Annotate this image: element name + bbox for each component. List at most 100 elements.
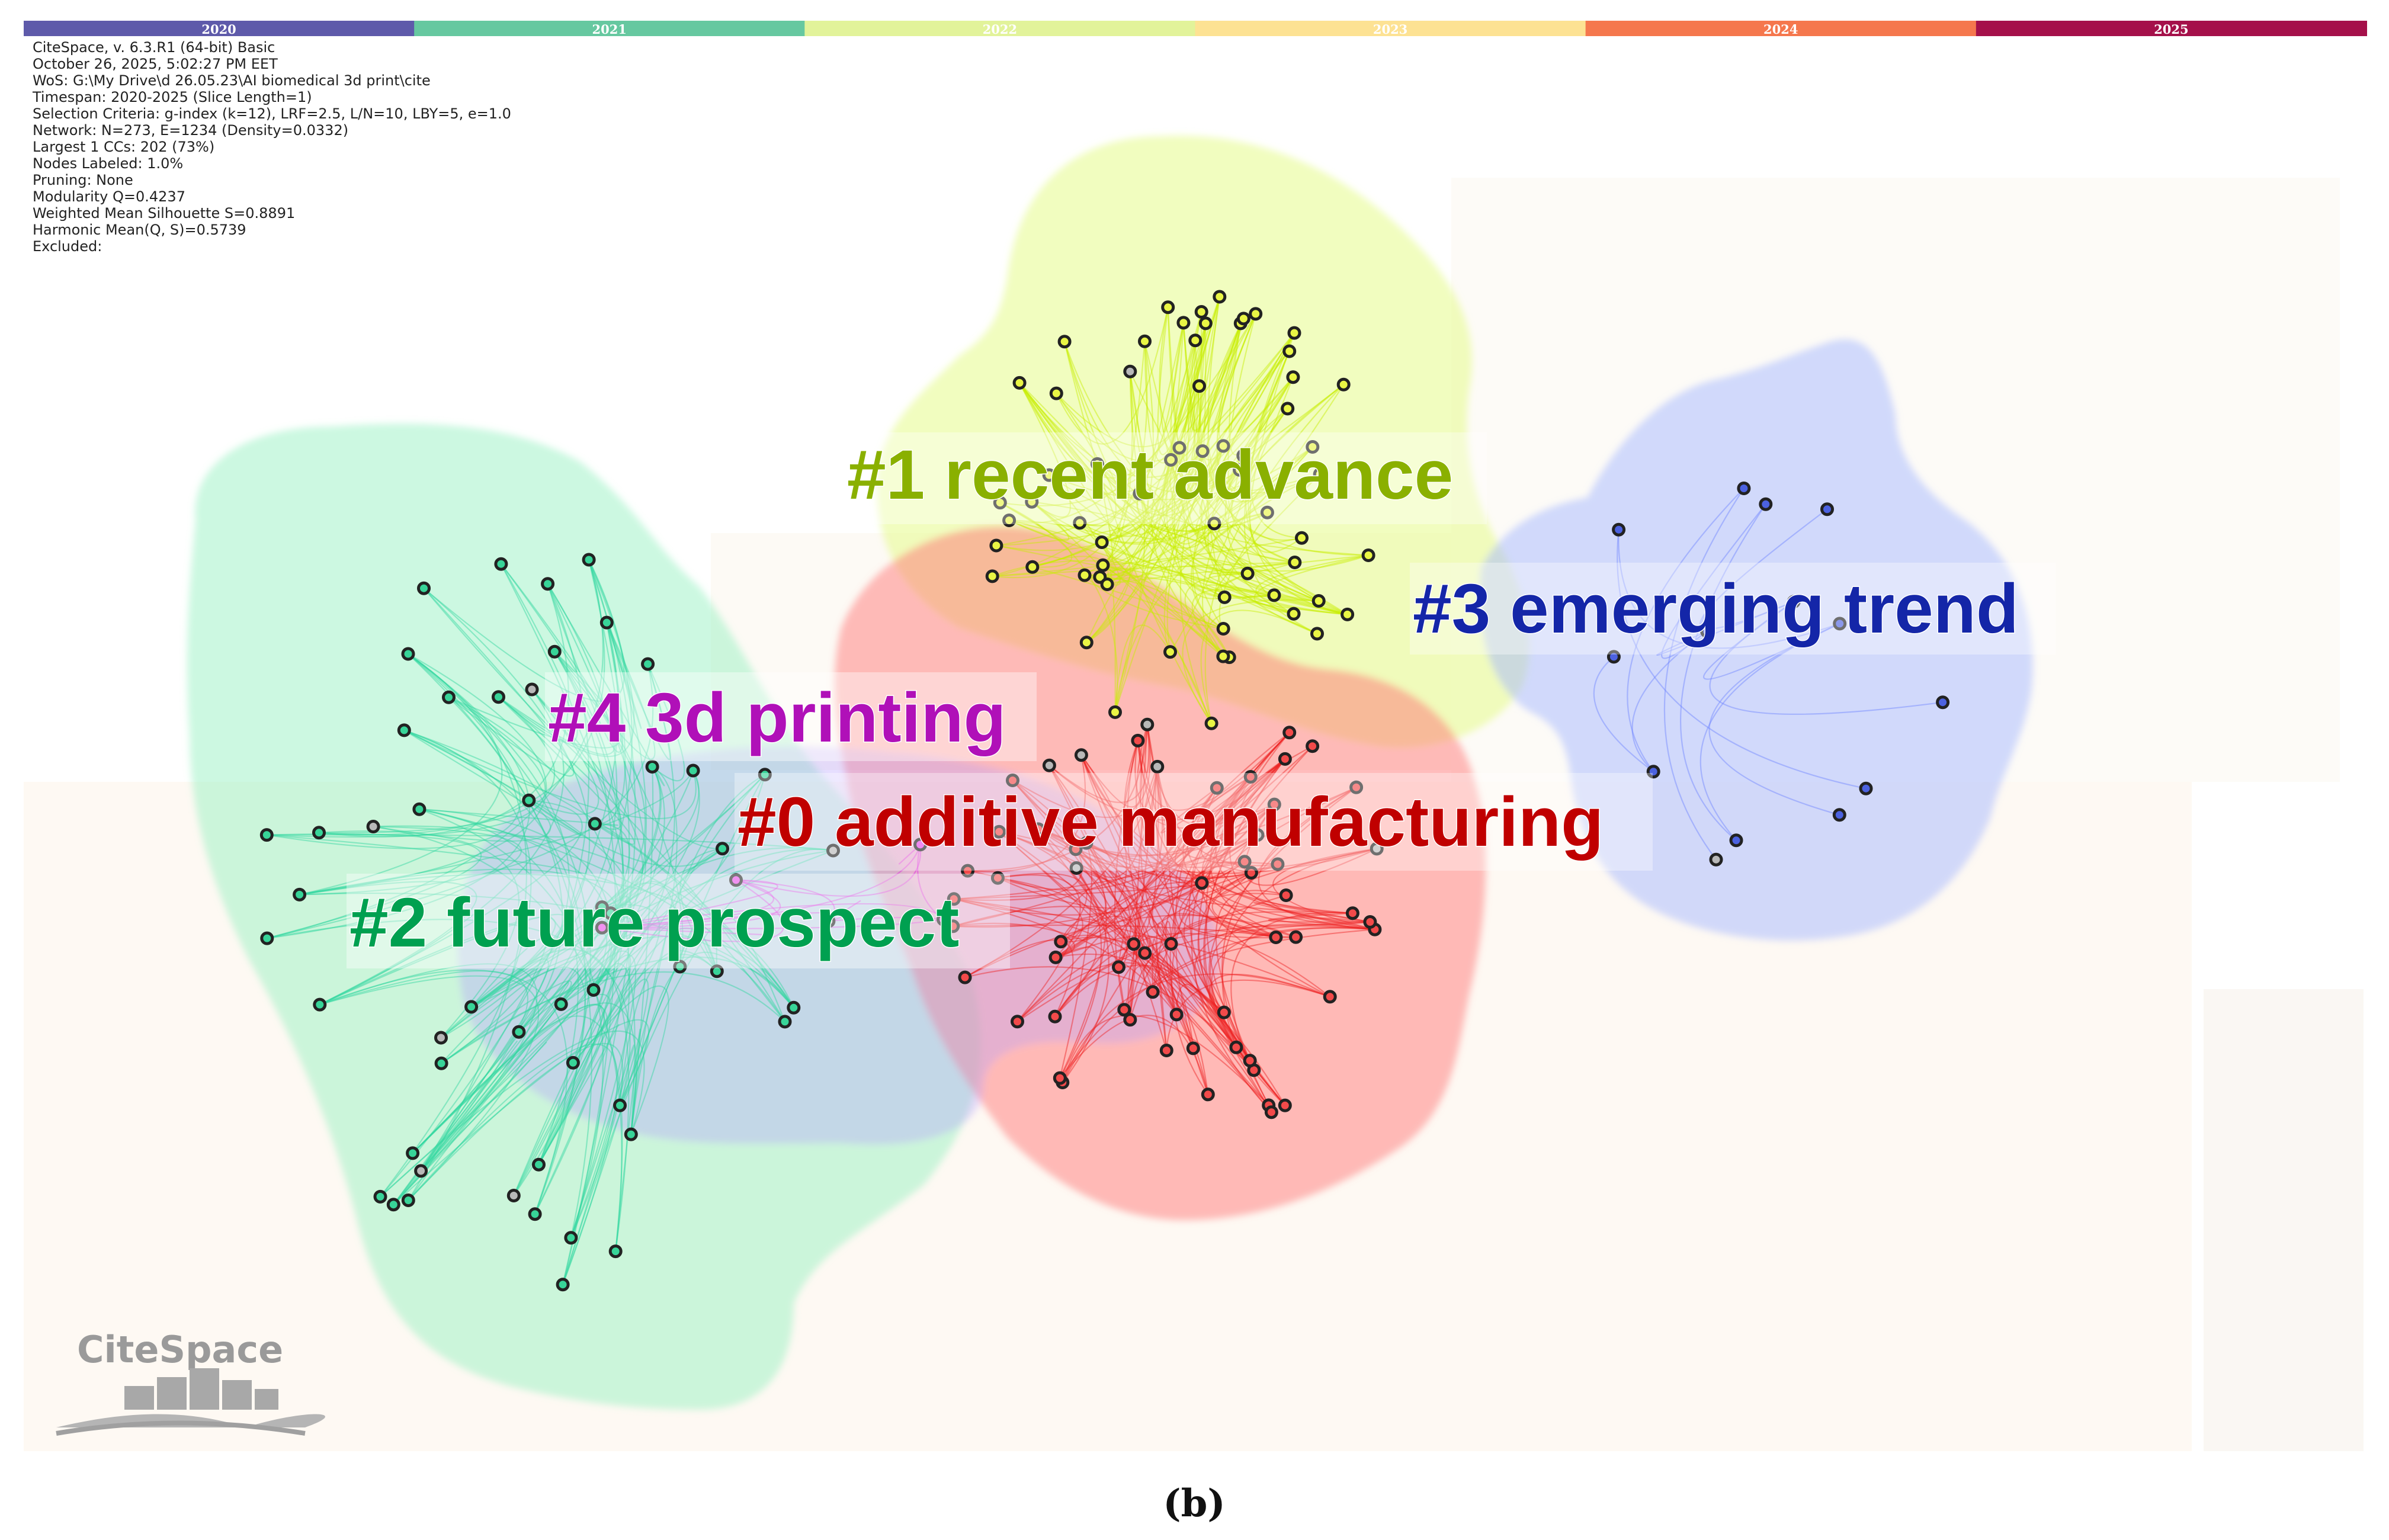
network-node bbox=[1163, 645, 1177, 659]
network-edge bbox=[1114, 740, 1139, 1010]
network-edge bbox=[440, 849, 833, 1038]
network-edge bbox=[513, 848, 723, 1196]
network-edge bbox=[1699, 508, 1828, 630]
info-line: Nodes Labeled: 1.0% bbox=[33, 155, 183, 172]
network-edge bbox=[1032, 566, 1224, 630]
network-edge bbox=[319, 696, 556, 834]
network-edge bbox=[538, 978, 649, 1165]
info-line: October 26, 2025, 5:02:27 PM EET bbox=[33, 56, 278, 72]
network-edge bbox=[1221, 848, 1377, 1048]
network-edge bbox=[1253, 554, 1369, 568]
network-edge bbox=[1107, 557, 1319, 602]
network-edge bbox=[1096, 463, 1369, 572]
network-edge bbox=[408, 653, 563, 1032]
network-edge bbox=[1054, 964, 1255, 1071]
network-edge bbox=[1661, 503, 1766, 659]
network-edge bbox=[954, 882, 1202, 900]
network-edge bbox=[1060, 918, 1178, 1015]
network-edge bbox=[299, 881, 477, 1006]
network-edge bbox=[1201, 445, 1317, 634]
cluster-label-future-prospect: #2 future prospect bbox=[349, 884, 959, 962]
network-edge bbox=[1062, 973, 1330, 1083]
network-node bbox=[787, 1000, 801, 1015]
network-edge bbox=[595, 622, 626, 824]
network-node bbox=[1112, 960, 1125, 974]
network-edge bbox=[531, 689, 644, 914]
network-edge bbox=[500, 563, 625, 914]
network-edge bbox=[1214, 573, 1274, 598]
network-nodes bbox=[259, 290, 1950, 1292]
network-node bbox=[1172, 441, 1187, 455]
network-edge bbox=[1187, 787, 1353, 914]
network-edge bbox=[319, 583, 569, 838]
network-edge bbox=[1248, 332, 1348, 615]
network-edge bbox=[470, 893, 640, 1008]
network-node bbox=[1123, 364, 1137, 378]
network-edge bbox=[267, 826, 522, 939]
network-node bbox=[1282, 344, 1297, 358]
network-edge bbox=[1189, 323, 1242, 431]
cluster-label-emerging-trend: #3 emerging trend bbox=[1413, 570, 2019, 648]
network-node bbox=[1278, 1098, 1292, 1112]
network-edge bbox=[299, 653, 503, 896]
network-edge bbox=[1064, 341, 1213, 724]
network-edge bbox=[420, 583, 590, 1172]
network-edge bbox=[1182, 322, 1302, 541]
network-edge bbox=[1054, 758, 1286, 1017]
network-node bbox=[1108, 705, 1122, 719]
network-node bbox=[822, 914, 836, 928]
network-node bbox=[1281, 402, 1295, 416]
network-edge bbox=[1200, 834, 1330, 997]
network-edge bbox=[1160, 776, 1251, 834]
network-edge bbox=[1242, 594, 1348, 615]
network-edge bbox=[501, 563, 684, 967]
network-edge bbox=[1185, 323, 1242, 469]
network-edge bbox=[441, 966, 586, 1215]
network-edge bbox=[630, 951, 785, 1135]
network-node bbox=[1250, 828, 1265, 842]
network-edge bbox=[373, 825, 794, 1008]
network-edge bbox=[1129, 724, 1148, 1020]
network-edge bbox=[1099, 322, 1184, 580]
network-node bbox=[564, 1231, 578, 1245]
network-edge bbox=[441, 956, 794, 1064]
network-node bbox=[1213, 290, 1227, 304]
network-edge bbox=[570, 954, 637, 1239]
network-edge bbox=[954, 861, 1245, 916]
network-edge bbox=[299, 892, 794, 1008]
network-edge bbox=[1080, 740, 1143, 808]
network-edge bbox=[1101, 313, 1256, 543]
network-edge bbox=[615, 1028, 641, 1252]
network-edge bbox=[602, 879, 784, 942]
network-edge bbox=[531, 689, 622, 830]
network-node bbox=[1279, 888, 1293, 902]
network-node bbox=[506, 1189, 521, 1202]
network-node bbox=[1243, 770, 1258, 784]
network-edge bbox=[408, 653, 528, 1201]
network-edge bbox=[1178, 447, 1224, 630]
network-edge bbox=[1019, 382, 1139, 506]
network-edge bbox=[380, 906, 629, 1198]
network-edge bbox=[1086, 451, 1204, 643]
network-edge bbox=[1255, 554, 1369, 615]
network-edge bbox=[1218, 313, 1294, 442]
network-edge bbox=[619, 949, 718, 1106]
network-node bbox=[710, 964, 724, 978]
network-edge bbox=[1165, 861, 1245, 1049]
network-edge bbox=[419, 808, 613, 1063]
network-node bbox=[1159, 1044, 1173, 1057]
network-edge bbox=[1202, 408, 1288, 657]
network-edge bbox=[602, 844, 921, 929]
network-node bbox=[1217, 1005, 1231, 1019]
network-edge bbox=[420, 937, 547, 1172]
network-node bbox=[412, 802, 427, 816]
network-edge bbox=[498, 563, 578, 744]
network-edge bbox=[1166, 979, 1330, 1051]
network-edge bbox=[538, 651, 624, 1165]
network-edge bbox=[1096, 463, 1147, 543]
network-edge bbox=[1196, 313, 1295, 444]
network-edge bbox=[412, 559, 633, 1154]
network-edge bbox=[1200, 609, 1317, 724]
network-edge bbox=[1207, 445, 1224, 505]
network-edge bbox=[954, 834, 1258, 900]
